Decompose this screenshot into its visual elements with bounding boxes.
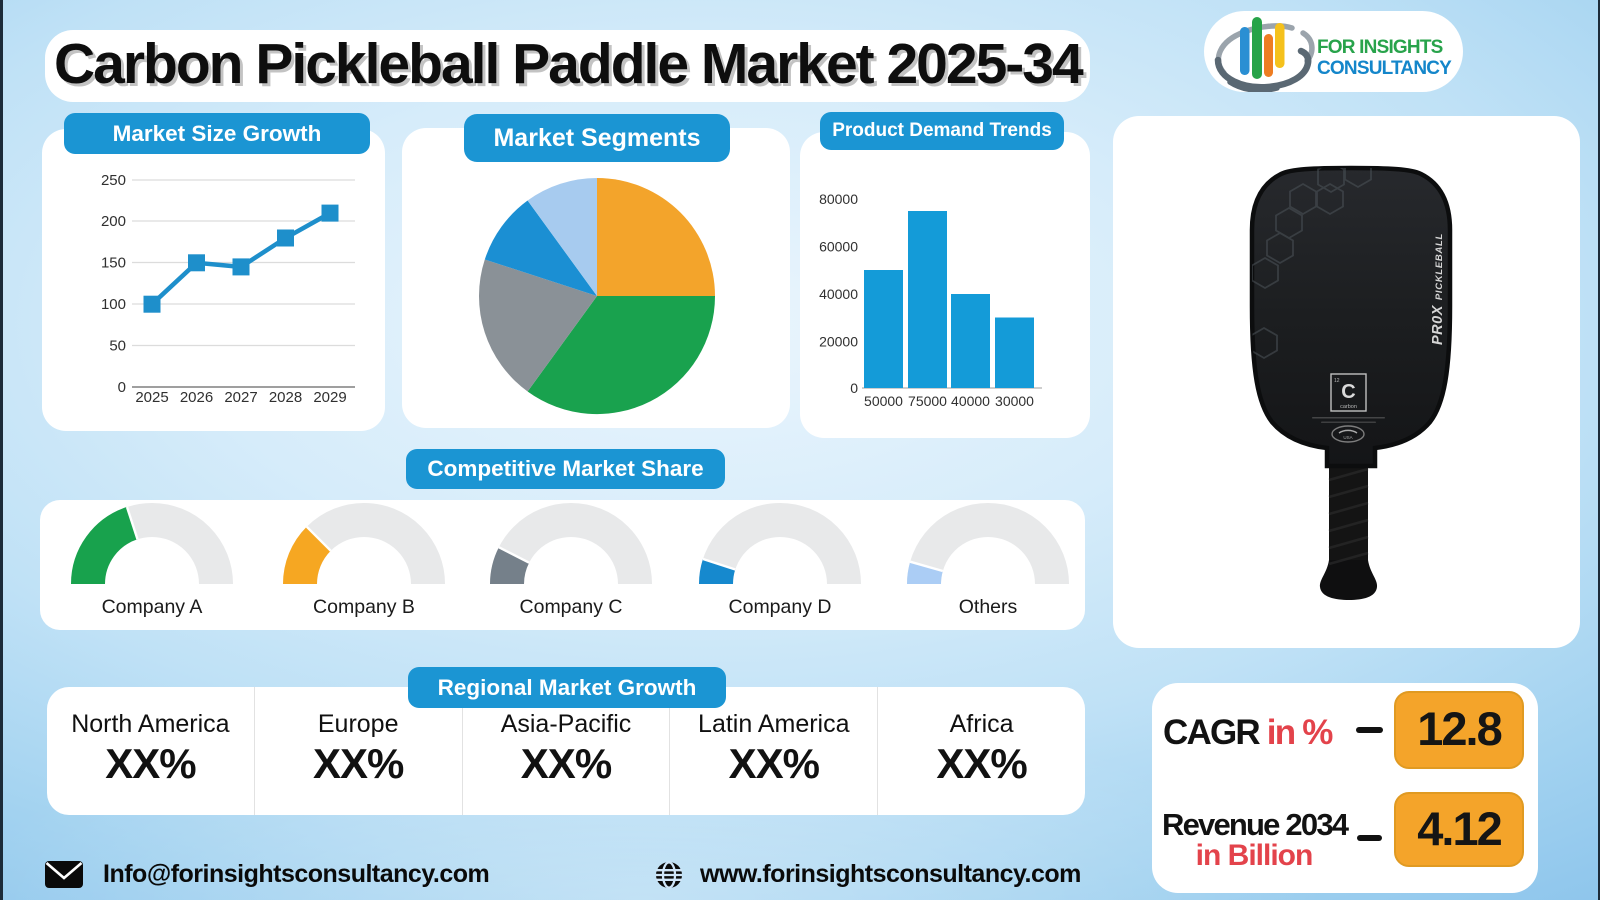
svg-text:60000: 60000 [819,239,858,255]
svg-text:75000: 75000 [908,393,947,409]
svg-text:50000: 50000 [864,393,903,409]
svg-text:0: 0 [118,379,126,396]
svg-text:Others: Others [959,596,1018,618]
svg-text:2028: 2028 [269,389,302,406]
svg-text:Company A: Company A [102,596,203,618]
svg-text:2027: 2027 [224,389,257,406]
svg-text:Company D: Company D [729,596,832,618]
svg-text:12: 12 [1334,378,1340,384]
svg-text:40000: 40000 [951,393,990,409]
svg-text:50: 50 [109,338,126,355]
svg-text:80000: 80000 [819,191,858,207]
svg-text:40000: 40000 [819,286,858,302]
svg-text:FOR INSIGHTS: FOR INSIGHTS [1317,37,1443,58]
svg-text:PR0XPICKLEBALL: PR0XPICKLEBALL [1430,233,1446,345]
svg-text:Company C: Company C [520,596,623,618]
svg-text:carbon: carbon [1340,404,1357,410]
svg-text:250: 250 [101,172,126,189]
svg-text:20000: 20000 [819,334,858,350]
svg-text:30000: 30000 [995,393,1034,409]
svg-text:CONSULTANCY: CONSULTANCY [1317,58,1452,79]
svg-text:150: 150 [101,255,126,272]
svg-text:100: 100 [101,296,126,313]
svg-text:C: C [1341,381,1355,403]
svg-text:200: 200 [101,213,126,230]
svg-text:Company B: Company B [313,596,415,618]
svg-text:2026: 2026 [180,389,213,406]
svg-text:USA: USA [1343,435,1352,440]
svg-text:2029: 2029 [313,389,346,406]
svg-text:2025: 2025 [135,389,168,406]
svg-text:0: 0 [850,380,858,396]
